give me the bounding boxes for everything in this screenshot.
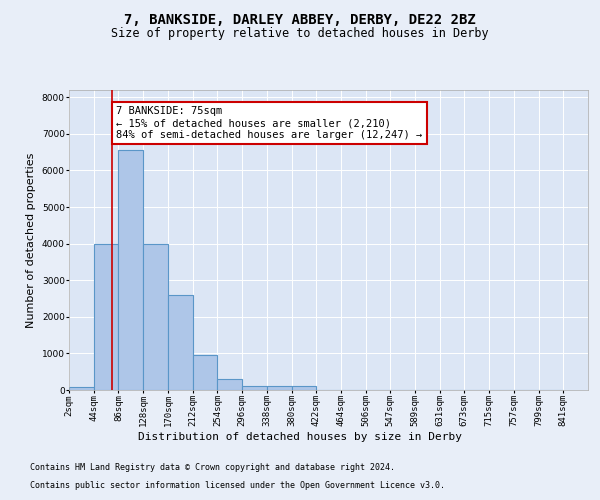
Text: Contains HM Land Registry data © Crown copyright and database right 2024.: Contains HM Land Registry data © Crown c… (30, 464, 395, 472)
Bar (267, 386, 292, 390)
Text: 7 BANKSIDE: 75sqm
← 15% of detached houses are smaller (2,210)
84% of semi-detac: 7 BANKSIDE: 75sqm ← 15% of detached hous… (116, 106, 422, 140)
Bar (94, 244, 118, 390)
Bar (193, 355, 217, 390)
Bar (242, 386, 267, 390)
Bar (217, 379, 242, 390)
Bar (168, 295, 193, 390)
Bar (118, 150, 143, 390)
Bar (292, 386, 316, 390)
Text: Size of property relative to detached houses in Derby: Size of property relative to detached ho… (111, 28, 489, 40)
Bar (69, 388, 94, 390)
Y-axis label: Number of detached properties: Number of detached properties (26, 152, 36, 328)
Text: 7, BANKSIDE, DARLEY ABBEY, DERBY, DE22 2BZ: 7, BANKSIDE, DARLEY ABBEY, DERBY, DE22 2… (124, 12, 476, 26)
Text: Contains public sector information licensed under the Open Government Licence v3: Contains public sector information licen… (30, 481, 445, 490)
Bar (143, 244, 168, 390)
Text: Distribution of detached houses by size in Derby: Distribution of detached houses by size … (138, 432, 462, 442)
